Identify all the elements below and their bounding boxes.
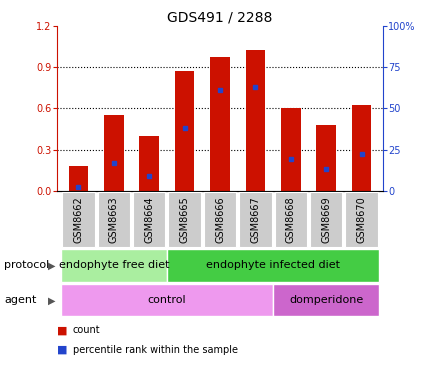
Text: GSM8662: GSM8662 [73,196,84,243]
Text: control: control [147,295,186,305]
Bar [61,249,167,281]
Bar [281,108,301,191]
Bar [61,284,273,317]
Bar [167,249,379,281]
Text: count: count [73,325,100,335]
Text: GSM8665: GSM8665 [180,196,190,243]
Bar [310,192,342,247]
Text: GSM8667: GSM8667 [250,196,260,243]
Text: agent: agent [4,295,37,305]
Bar [139,136,159,191]
Text: endophyte infected diet: endophyte infected diet [206,261,340,270]
Text: ■: ■ [57,345,68,355]
Bar [98,192,130,247]
Bar [204,192,236,247]
Text: ▶: ▶ [48,261,55,270]
Bar [239,192,271,247]
Bar [175,71,194,191]
Bar [275,192,307,247]
Title: GDS491 / 2288: GDS491 / 2288 [167,11,273,25]
Text: GSM8663: GSM8663 [109,196,119,243]
Text: GSM8670: GSM8670 [356,196,367,243]
Bar [246,51,265,191]
Text: protocol: protocol [4,261,50,270]
Bar [345,192,378,247]
Bar [133,192,165,247]
Text: GSM8664: GSM8664 [144,196,154,243]
Bar [210,57,230,191]
Text: GSM8668: GSM8668 [286,196,296,243]
Bar [104,115,124,191]
Bar [316,125,336,191]
Bar [352,105,371,191]
Text: endophyte free diet: endophyte free diet [59,261,169,270]
Text: ■: ■ [57,325,68,335]
Text: GSM8669: GSM8669 [321,196,331,243]
Text: ▶: ▶ [48,295,55,305]
Text: percentile rank within the sample: percentile rank within the sample [73,345,238,355]
Bar [62,192,95,247]
Text: GSM8666: GSM8666 [215,196,225,243]
Bar [69,166,88,191]
Bar [169,192,201,247]
Bar [273,284,379,317]
Text: domperidone: domperidone [289,295,363,305]
